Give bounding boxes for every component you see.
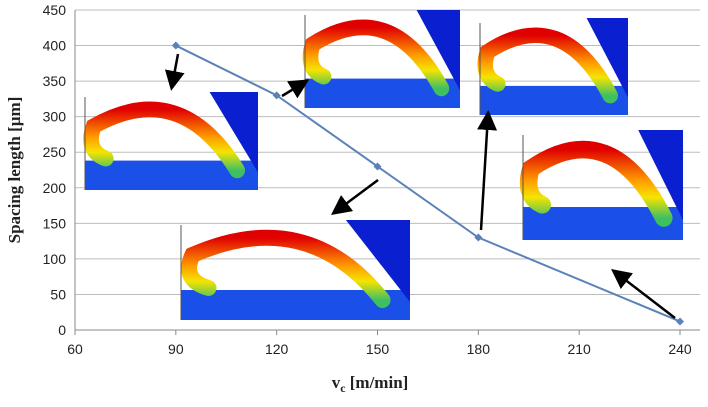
y-tick-label: 200 <box>43 180 67 196</box>
y-tick-label: 150 <box>43 215 67 231</box>
arrow <box>335 180 378 212</box>
arrow <box>481 115 488 230</box>
x-tick-label: 210 <box>567 341 591 357</box>
simulation-inset <box>85 92 258 190</box>
y-tick-label: 250 <box>43 144 67 160</box>
simulation-inset <box>181 220 410 320</box>
y-tick-label: 450 <box>43 2 67 18</box>
simulation-inset <box>523 130 683 240</box>
chart: 0 50 100 150 200 250 300 350 400 450 60 90 120 150 180… <box>0 0 708 402</box>
x-tick-label: 150 <box>366 341 390 357</box>
y-tick-label: 300 <box>43 109 67 125</box>
marker <box>676 317 684 325</box>
x-axis-title: vc [m/min] <box>332 373 409 395</box>
y-axis-title: Spacing length [µm] <box>5 97 24 244</box>
y-tick-label: 400 <box>43 38 67 54</box>
arrow <box>282 82 305 96</box>
arrow <box>615 272 675 318</box>
marker <box>172 42 180 50</box>
x-tick-label: 180 <box>467 341 491 357</box>
x-axis-title-part: [m/min] <box>346 373 409 392</box>
y-tick-label: 0 <box>58 322 66 338</box>
x-tick-label: 240 <box>668 341 692 357</box>
x-tick-label: 60 <box>67 341 83 357</box>
x-tick-label: 90 <box>168 341 184 357</box>
x-tick-label: 120 <box>265 341 289 357</box>
y-tick-label: 100 <box>43 251 67 267</box>
y-tick-label: 50 <box>50 286 66 302</box>
insets <box>85 10 683 320</box>
simulation-inset <box>305 10 460 108</box>
y-tick-label: 350 <box>43 73 67 89</box>
simulation-inset <box>480 18 628 115</box>
